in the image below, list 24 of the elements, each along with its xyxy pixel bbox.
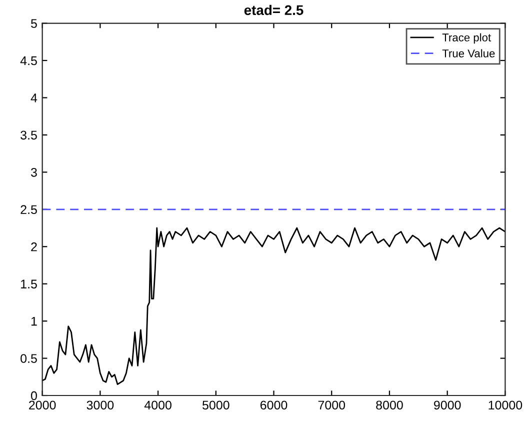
x-tick-label: 3000 [86, 400, 114, 410]
line-series [42, 227, 506, 386]
y-tick-label: 1 [31, 316, 37, 326]
x-tick-label: 2000 [29, 400, 56, 410]
y-tick-label: 5 [31, 19, 37, 28]
x-tick-label: 9000 [434, 400, 461, 410]
y-tick-label: 0.5 [20, 354, 37, 363]
x-tick-label: 7000 [318, 400, 346, 410]
y-tick-label: 3.5 [20, 130, 37, 140]
y-tick-label: 4 [30, 94, 38, 102]
legend-label: True Value [442, 49, 495, 58]
y-tick-label: 2.5 [20, 205, 37, 214]
y-tick-label: 2 [31, 242, 37, 252]
x-tick-label: 10000 [488, 400, 522, 410]
x-tick-label: 5000 [202, 400, 230, 410]
y-tick-label: 3 [30, 168, 37, 177]
x-tick-label: 4000 [144, 400, 172, 410]
legend-label: Trace plot [442, 33, 491, 44]
x-tick-label: 8000 [376, 400, 403, 410]
y-tick-label: 4.5 [20, 56, 37, 66]
chart-title: etad= 2.5 [244, 4, 304, 16]
y-tick-label: 0 [30, 391, 37, 400]
y-tick-label: 1.5 [21, 280, 37, 288]
x-tick-label: 6000 [260, 400, 288, 410]
